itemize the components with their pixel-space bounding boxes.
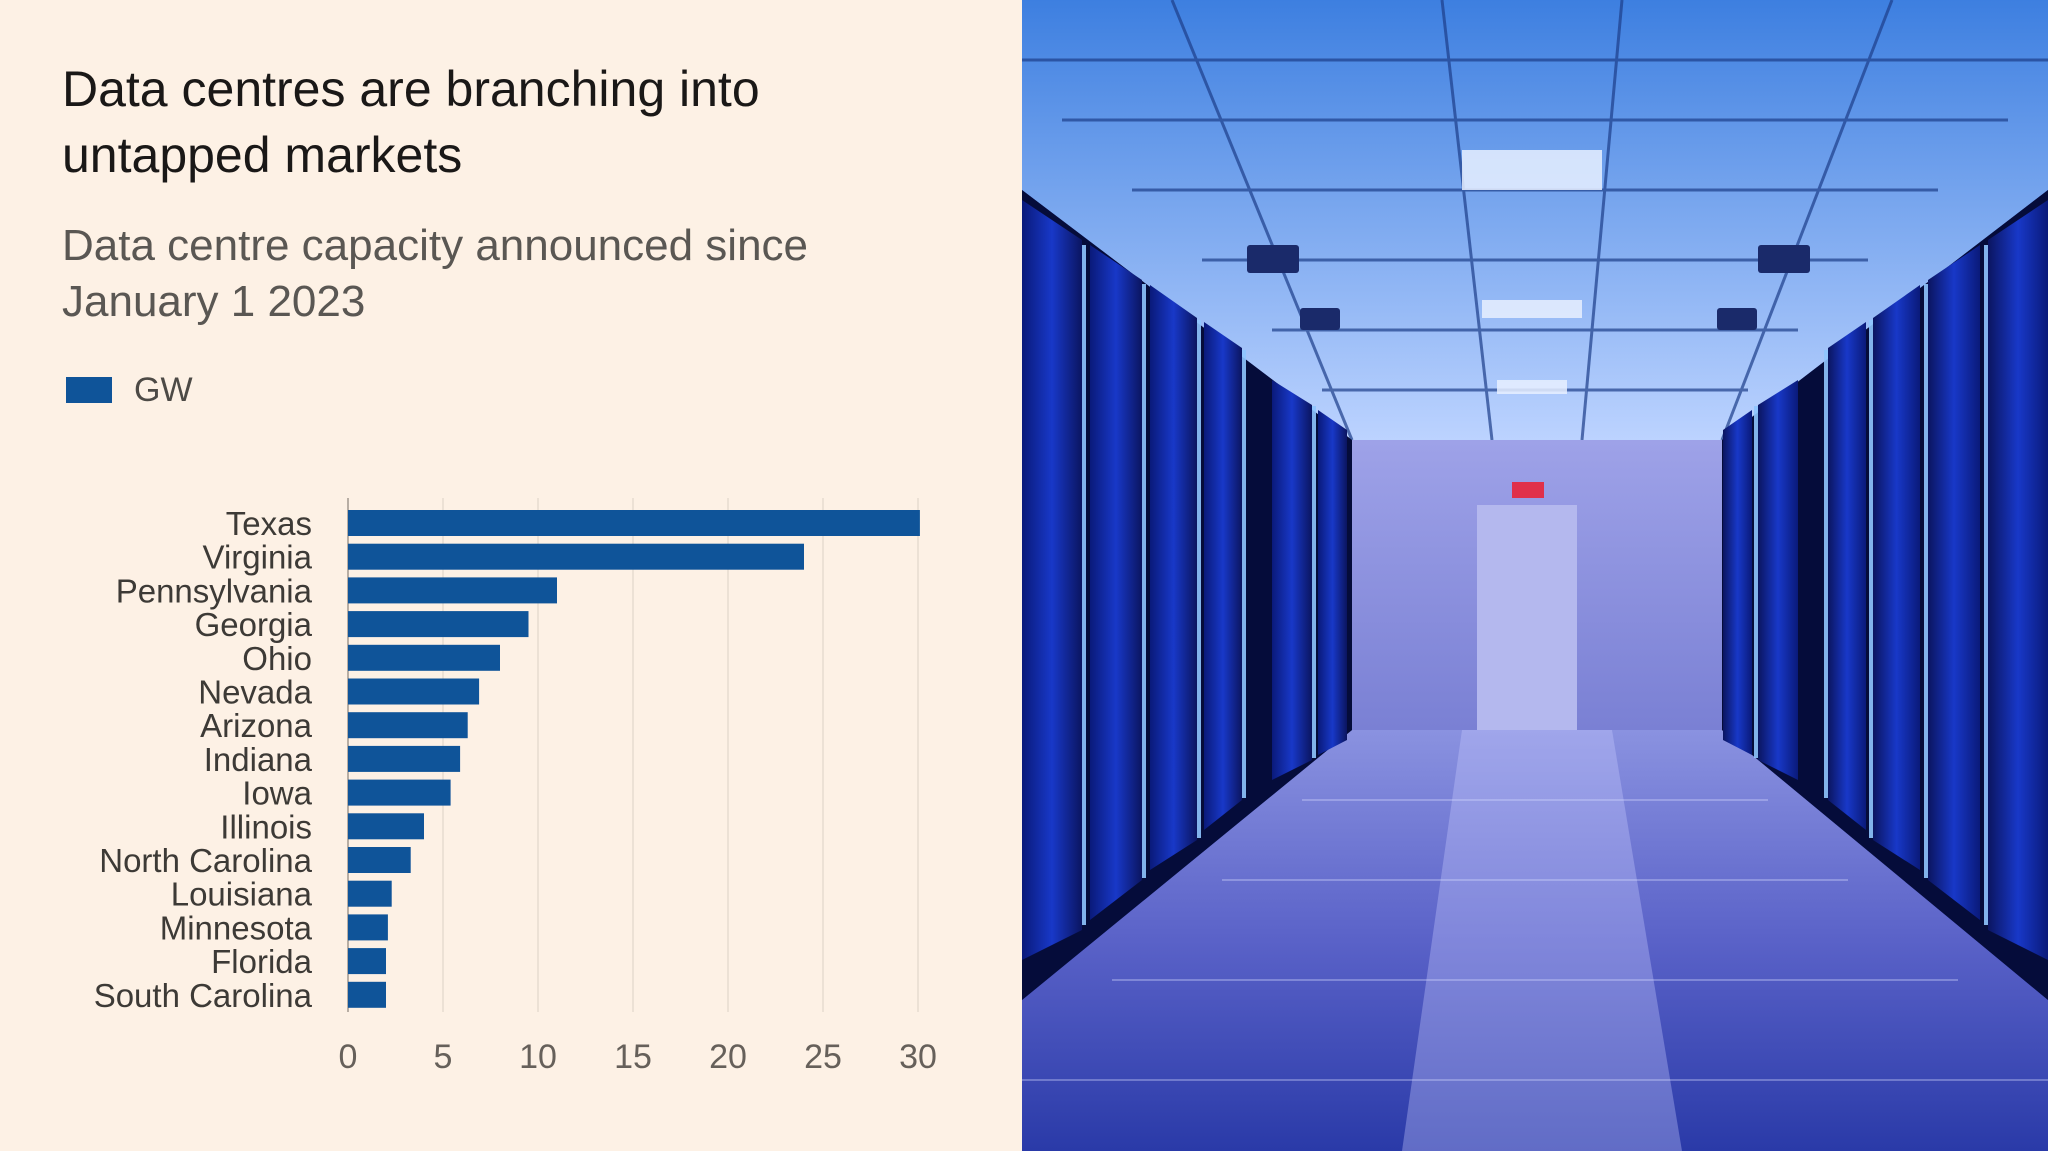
bar — [348, 779, 451, 806]
chart-title: Data centres are branching into untapped… — [62, 61, 760, 183]
category-label: Iowa — [242, 775, 312, 812]
legend-swatch — [66, 377, 112, 403]
legend: GW — [66, 370, 193, 410]
category-label: Florida — [211, 943, 313, 980]
category-label: North Carolina — [99, 842, 312, 879]
x-tick-label: 10 — [519, 1038, 557, 1076]
x-tick-label: 30 — [899, 1038, 937, 1076]
chart-subtitle: Data centre capacity announced since Jan… — [62, 221, 809, 326]
category-label: Illinois — [220, 808, 312, 845]
bar — [348, 745, 461, 772]
category-label: South Carolina — [94, 977, 313, 1014]
chart-panel: Data centres are branching into untapped… — [0, 0, 1022, 1151]
legend-label: GW — [134, 370, 193, 409]
bar — [348, 914, 388, 941]
category-label: Louisiana — [171, 876, 313, 913]
bar — [348, 577, 557, 604]
bar — [348, 644, 500, 671]
category-label: Texas — [226, 505, 312, 542]
category-label: Nevada — [198, 674, 312, 711]
bar — [348, 712, 468, 739]
category-label: Indiana — [204, 741, 313, 778]
category-label: Minnesota — [160, 909, 313, 946]
bar — [348, 948, 386, 975]
category-label: Arizona — [200, 707, 313, 744]
bar — [348, 543, 804, 570]
bar — [348, 510, 920, 536]
x-tick-label: 15 — [614, 1038, 652, 1076]
category-label: Georgia — [195, 606, 313, 643]
x-tick-label: 0 — [339, 1038, 358, 1076]
x-tick-label: 5 — [434, 1038, 453, 1076]
datacentre-photo — [1022, 0, 2048, 1151]
x-tick-label: 20 — [709, 1038, 747, 1076]
category-label: Virginia — [203, 539, 313, 576]
x-tick-label: 25 — [804, 1038, 842, 1076]
bar — [348, 611, 529, 638]
bar — [348, 678, 480, 705]
category-label: Pennsylvania — [116, 572, 313, 609]
bar — [348, 813, 424, 840]
bar — [348, 981, 386, 1008]
server-corridor-image — [1022, 0, 2048, 1151]
bar — [348, 880, 392, 907]
bar — [348, 847, 411, 873]
bar-chart: 0 5 10 15 20 25 30 TexasVirginiaPennsylvaniaGeo… — [94, 498, 937, 1076]
category-label: Ohio — [242, 640, 312, 677]
